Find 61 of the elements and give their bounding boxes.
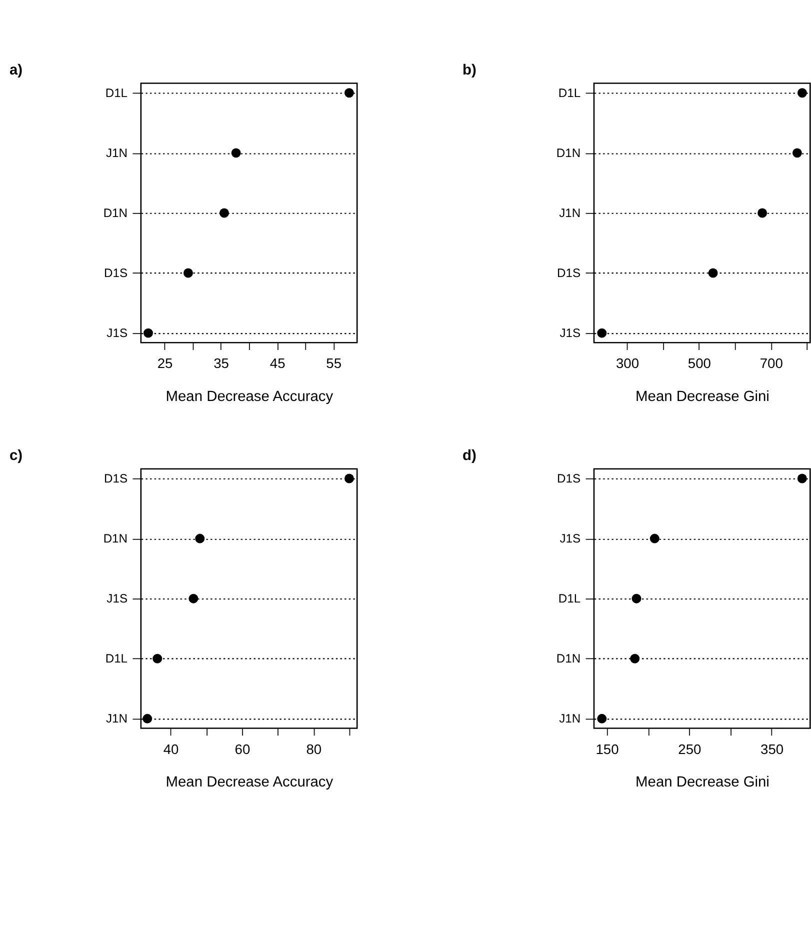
y-tick-label: J1N	[559, 206, 581, 220]
point	[650, 534, 660, 544]
y-tick-label: J1S	[106, 326, 128, 340]
point	[597, 714, 607, 724]
point	[144, 328, 153, 338]
y-tick-label: D1N	[103, 206, 128, 220]
point	[142, 714, 152, 724]
point	[630, 654, 640, 664]
point	[220, 208, 229, 218]
point	[195, 534, 205, 544]
x-tick-label: 150	[596, 740, 620, 757]
x-tick-label: 700	[760, 355, 784, 372]
text: a)	[10, 62, 23, 79]
x-axis-title: Mean Decrease Accuracy	[166, 389, 334, 406]
y-tick-label: J1N	[106, 712, 128, 726]
x-tick-label: 300	[616, 355, 640, 372]
y-tick-label: D1L	[105, 652, 128, 666]
text: b)	[462, 62, 477, 79]
y-tick-label: J1N	[559, 712, 581, 726]
y-tick-label: J1N	[106, 146, 128, 160]
x-tick-label: 45	[270, 355, 286, 372]
y-tick-label: D1N	[103, 531, 128, 546]
x-tick-label: 35	[214, 355, 230, 372]
text: c)	[10, 448, 23, 464]
y-tick-label: D1L	[558, 591, 581, 606]
y-tick-label: D1S	[104, 266, 128, 280]
y-tick-label: D1S	[557, 266, 581, 280]
x-tick-label: 250	[678, 740, 702, 757]
y-tick-label: D1L	[558, 86, 581, 100]
point	[758, 208, 768, 218]
point	[344, 88, 354, 98]
point	[597, 328, 607, 338]
y-tick-label: D1S	[104, 471, 128, 486]
x-tick-label: 25	[157, 355, 173, 372]
y-tick-label: D1L	[105, 86, 128, 100]
point	[797, 88, 807, 98]
x-tick-label: 60	[234, 740, 250, 757]
point	[152, 654, 162, 664]
point	[797, 474, 807, 484]
x-axis-title: Mean Decrease Accuracy	[166, 774, 334, 791]
x-tick-label: 500	[688, 355, 712, 372]
point	[188, 594, 198, 604]
point	[632, 594, 642, 604]
x-axis-title: Mean Decrease Gini	[636, 389, 770, 406]
x-tick-label: 80	[306, 740, 322, 757]
x-tick-label: 350	[760, 740, 784, 757]
y-tick-label: J1S	[106, 591, 128, 606]
point	[183, 268, 193, 278]
y-tick-label: J1S	[560, 531, 581, 546]
x-tick-label: 40	[163, 740, 180, 757]
text: d)	[462, 448, 477, 464]
y-tick-label: D1N	[556, 652, 581, 666]
point	[344, 474, 354, 484]
x-axis-title: Mean Decrease Gini	[636, 774, 770, 791]
y-tick-label: D1N	[556, 146, 581, 160]
point	[792, 148, 802, 158]
y-tick-label: D1S	[557, 471, 581, 486]
x-tick-label: 55	[326, 355, 342, 372]
point	[231, 148, 241, 158]
y-tick-label: J1S	[560, 326, 581, 340]
point	[708, 268, 718, 278]
